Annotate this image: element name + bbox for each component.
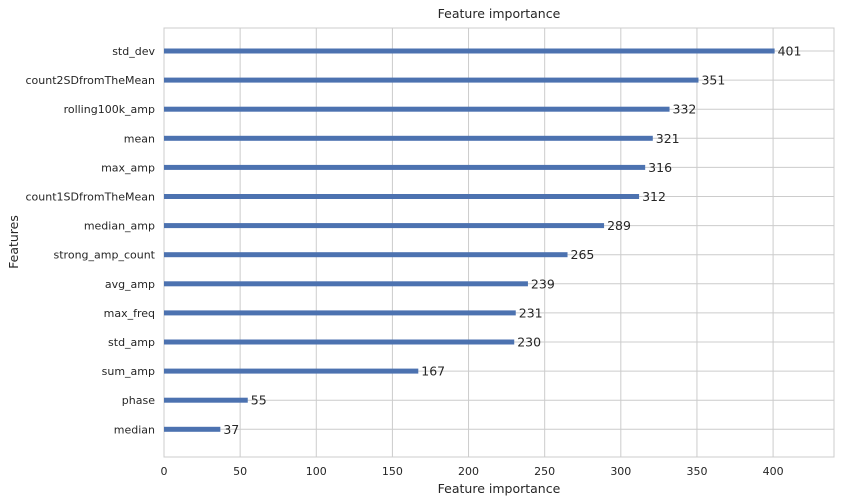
- value-label: 265: [571, 247, 595, 262]
- y-tick-label: std_dev: [112, 45, 155, 58]
- plot-area: [163, 27, 835, 458]
- y-tick-label: avg_amp: [105, 278, 155, 291]
- bar: [164, 223, 605, 229]
- y-tick-label: sum_amp: [102, 365, 155, 378]
- y-tick-label: rolling100k_amp: [64, 103, 155, 116]
- bar: [164, 397, 248, 403]
- y-tick-label: median_amp: [84, 220, 155, 233]
- y-tick-label: mean: [124, 132, 155, 145]
- x-tick-labels: 0 50 100 150 200 250 300 350 400: [161, 465, 784, 478]
- bars: [164, 48, 775, 432]
- value-label: 401: [778, 44, 802, 59]
- value-label: 316: [648, 160, 672, 175]
- value-label: 332: [673, 102, 697, 117]
- bar: [164, 281, 528, 287]
- value-label: 239: [531, 276, 555, 291]
- y-tick-label: max_amp: [101, 161, 155, 174]
- x-tick-label: 350: [686, 465, 707, 478]
- x-tick-label: 100: [306, 465, 327, 478]
- x-tick-label: 250: [534, 465, 555, 478]
- x-tick-label: 50: [233, 465, 247, 478]
- x-tick-label: 400: [763, 465, 784, 478]
- bar: [164, 135, 653, 141]
- bar: [164, 426, 221, 432]
- bar: [164, 194, 640, 199]
- bar: [164, 368, 419, 374]
- x-tick-label: 150: [382, 465, 403, 478]
- y-axis-label: Features: [6, 215, 21, 269]
- y-tick-label: count2SDfromTheMean: [25, 74, 155, 87]
- bar: [164, 106, 670, 112]
- y-tick-label: median: [114, 423, 155, 436]
- value-label: 37: [223, 422, 239, 437]
- bar: [164, 252, 568, 258]
- value-label: 321: [656, 131, 680, 146]
- value-label: 289: [607, 218, 631, 233]
- bar: [164, 48, 775, 54]
- y-tick-label: max_freq: [104, 307, 155, 320]
- value-label: 231: [519, 305, 543, 320]
- y-tick-label: strong_amp_count: [54, 249, 156, 262]
- x-tick-label: 300: [610, 465, 631, 478]
- value-label: 312: [642, 189, 666, 204]
- y-tick-label: phase: [122, 394, 155, 407]
- value-label: 230: [517, 335, 541, 350]
- bar: [164, 164, 646, 170]
- value-label: 351: [701, 73, 725, 88]
- y-tick-labels: std_dev count2SDfromTheMean rolling100k_am…: [25, 45, 155, 436]
- bar: [164, 310, 516, 316]
- y-tick-label: count1SDfromTheMean: [25, 191, 155, 204]
- x-axis-label: Feature importance: [438, 481, 561, 496]
- bar: [164, 77, 699, 83]
- value-label: 167: [421, 364, 445, 379]
- value-label: 55: [251, 393, 267, 408]
- x-gridlines: [163, 28, 774, 457]
- chart-title: Feature importance: [438, 6, 561, 21]
- x-tick-label: 0: [161, 465, 168, 478]
- bar: [164, 339, 515, 345]
- y-tick-label: std_amp: [108, 336, 155, 349]
- value-labels: 401 351 332 321 316 312 289 265 239 231 230 167 55 37: [223, 44, 801, 437]
- x-tick-label: 200: [458, 465, 479, 478]
